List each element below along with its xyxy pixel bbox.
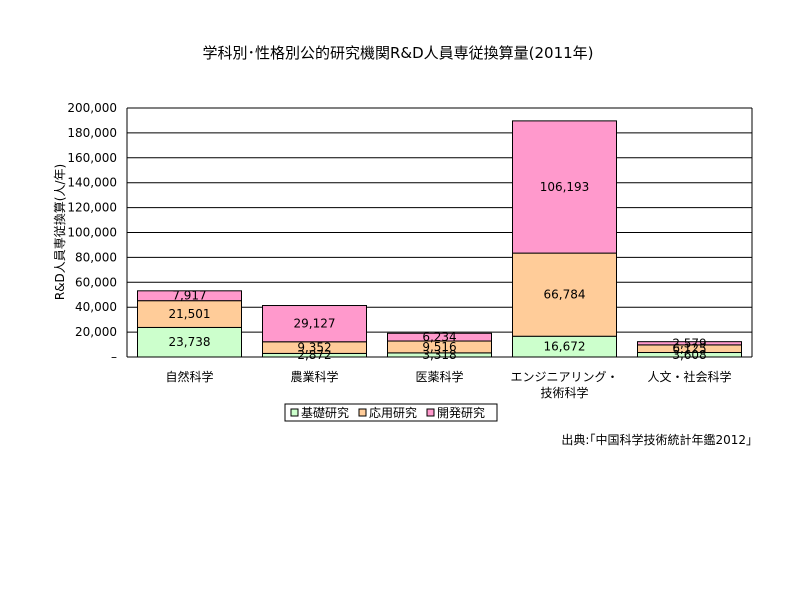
data-label: 9,516 [422, 340, 456, 354]
data-label: 66,784 [544, 288, 586, 302]
y-tick-label: 80,000 [75, 250, 117, 264]
bar-segment [512, 120, 617, 254]
data-label: 2,872 [297, 348, 331, 362]
y-tick-label: 160,000 [67, 151, 117, 165]
bar-segment [512, 252, 617, 337]
y-tick-label: 100,000 [67, 226, 117, 240]
data-label: 3,608 [672, 348, 706, 362]
category-label: 医薬科学 [415, 369, 463, 384]
legend-swatch [426, 408, 435, 417]
bar-segment [387, 332, 492, 342]
data-label: 23,738 [169, 335, 211, 349]
category-label: エンジニアリング・ [510, 370, 618, 384]
bar-segment [137, 326, 242, 358]
legend: 基礎研究 応用研究 開発研究 [284, 403, 498, 422]
y-tick-label: 200,000 [67, 101, 117, 115]
y-tick-label: 120,000 [67, 201, 117, 215]
data-label: 7,917 [172, 289, 206, 303]
category-label: 人文・社会科学 [647, 369, 731, 384]
data-label: 106,193 [540, 180, 590, 194]
bars [137, 120, 742, 358]
data-label: 29,127 [294, 317, 336, 331]
source-note: 出典:｢中国科学技術統計年鑑2012｣ [561, 432, 752, 447]
bar-segment [262, 305, 367, 343]
category-label: 技術科学 [540, 385, 588, 400]
legend-label: 応用研究 [369, 405, 417, 420]
legend-swatch [358, 408, 367, 417]
data-label: 3,318 [422, 348, 456, 362]
bar-segment [637, 341, 742, 346]
legend-label: 基礎研究 [301, 405, 349, 420]
y-tick-label: 60,000 [75, 275, 117, 289]
data-label: 6,125 [672, 342, 706, 356]
data-label: 21,501 [169, 307, 211, 321]
category-labels: 自然科学 農業科学 医薬科学 エンジニアリング・技術科学 人文・社会科学 [165, 369, 731, 400]
legend-swatch [290, 408, 299, 417]
y-tick-label: 140,000 [67, 176, 117, 190]
y-tick-label: 20,000 [75, 325, 117, 339]
legend-box [284, 403, 498, 422]
data-label: 16,672 [544, 340, 586, 354]
chart-title: 学科別･性格別公的研究機関R&D人員専従換算量(2011年) [202, 44, 593, 62]
category-label: 農業科学 [290, 369, 338, 384]
y-axis-ticks: 200,000 180,000 160,000 140,000 120,000 100,0… [67, 101, 117, 364]
category-label: 自然科学 [165, 369, 213, 384]
data-label: 2,579 [672, 336, 706, 350]
legend-label: 開発研究 [437, 405, 485, 420]
y-axis-label: R&D人員専従換算(人/年) [52, 164, 67, 300]
y-tick-label: 40,000 [75, 300, 117, 314]
y-tick-label: – [111, 350, 117, 364]
bar-segment [137, 290, 242, 302]
data-label: 9,352 [297, 341, 331, 355]
data-label: 6,234 [422, 330, 456, 344]
y-tick-label: 180,000 [67, 126, 117, 140]
bar-segment [137, 300, 242, 328]
